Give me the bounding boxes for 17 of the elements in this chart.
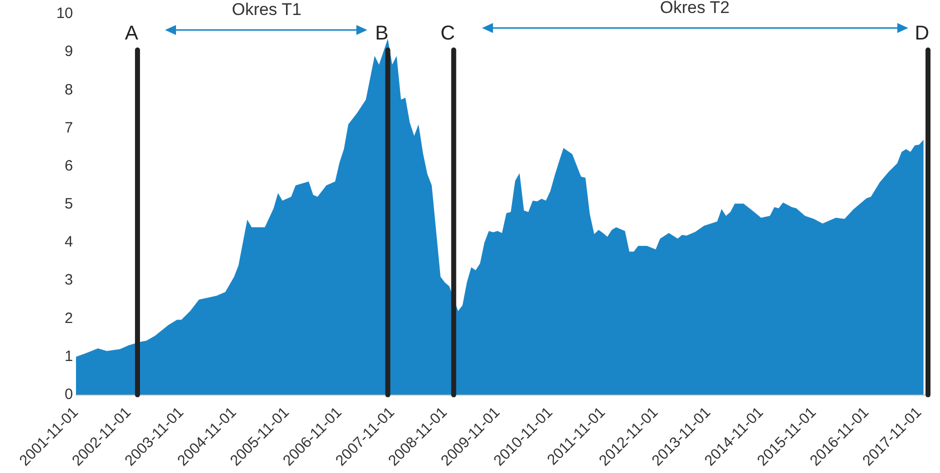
y-tick-label: 4 — [64, 234, 73, 251]
ref-line-label: A — [124, 22, 139, 45]
y-tick-label: 7 — [64, 119, 73, 136]
ref-line-label: C — [440, 22, 455, 45]
y-tick-label: 0 — [64, 386, 73, 403]
y-tick-label: 9 — [64, 43, 73, 60]
ref-line-label: D — [914, 22, 930, 45]
annotation: Okres T2 — [660, 0, 730, 18]
y-tick-label: 1 — [64, 348, 73, 365]
ref-line-label: B — [375, 22, 388, 45]
y-tick-label: 3 — [64, 272, 73, 289]
y-tick-label: 5 — [64, 196, 73, 213]
y-tick-label: 10 — [56, 5, 73, 22]
y-tick-label: 6 — [64, 157, 73, 174]
y-tick-label: 2 — [64, 310, 73, 327]
annotation: Okres T1 — [232, 0, 302, 20]
y-tick-label: 8 — [64, 81, 73, 98]
